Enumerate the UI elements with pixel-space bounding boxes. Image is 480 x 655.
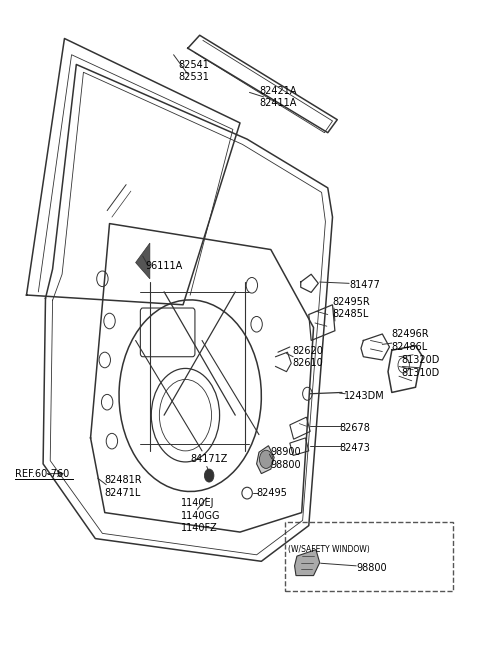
Text: 82620
82610: 82620 82610: [292, 346, 323, 368]
Text: 82495R
82485L: 82495R 82485L: [333, 297, 370, 319]
Circle shape: [204, 469, 214, 482]
Text: 96111A: 96111A: [145, 261, 182, 271]
Polygon shape: [136, 243, 150, 279]
Text: 84171Z: 84171Z: [190, 454, 228, 464]
Text: 82495: 82495: [257, 488, 288, 498]
Text: 81320D
81310D: 81320D 81310D: [401, 355, 440, 378]
Text: REF.60-760: REF.60-760: [14, 468, 69, 479]
Text: 1243DM: 1243DM: [344, 390, 385, 401]
Polygon shape: [257, 445, 274, 474]
Text: 82496R
82486L: 82496R 82486L: [392, 329, 430, 352]
Text: (W/SAFETY WINDOW): (W/SAFETY WINDOW): [288, 545, 370, 554]
Text: 81477: 81477: [349, 280, 380, 290]
Text: 82541
82531: 82541 82531: [179, 60, 209, 82]
Text: 1140EJ
1140GG
1140FZ: 1140EJ 1140GG 1140FZ: [180, 498, 220, 533]
Text: 82473: 82473: [340, 443, 371, 453]
Text: 98900
98800: 98900 98800: [271, 447, 301, 470]
Circle shape: [260, 450, 273, 468]
Text: 98800: 98800: [356, 563, 387, 572]
Polygon shape: [295, 550, 320, 576]
Text: 82678: 82678: [340, 423, 371, 433]
Text: 82421A
82411A: 82421A 82411A: [259, 86, 297, 108]
Text: 82481R
82471L: 82481R 82471L: [105, 476, 143, 498]
